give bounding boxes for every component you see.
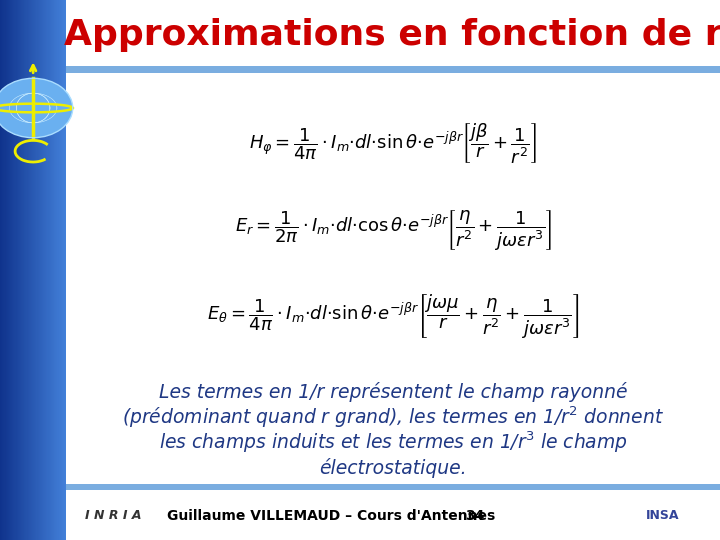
Bar <box>64 0 65 540</box>
Bar <box>0 0 1 540</box>
Bar <box>4 0 6 540</box>
Bar <box>39 0 40 540</box>
Text: Approximations en fonction de r: Approximations en fonction de r <box>64 18 720 52</box>
Bar <box>58 0 60 540</box>
Text: $H_{\varphi} = \dfrac{1}{4\pi} \cdot I_m{\cdot}dl{\cdot}\sin\theta{\cdot}e^{-j\b: $H_{\varphi} = \dfrac{1}{4\pi} \cdot I_m… <box>249 121 537 165</box>
Bar <box>20 0 21 540</box>
Bar <box>55 0 56 540</box>
Bar <box>52 0 53 540</box>
Bar <box>33 0 35 540</box>
Bar <box>66 66 720 73</box>
Bar <box>35 0 37 540</box>
Bar <box>42 0 43 540</box>
Text: Guillaume VILLEMAUD – Cours d'Antennes: Guillaume VILLEMAUD – Cours d'Antennes <box>167 509 495 523</box>
Bar <box>18 0 19 540</box>
Bar <box>29 0 30 540</box>
Bar <box>13 0 14 540</box>
Text: électrostatique.: électrostatique. <box>319 457 467 478</box>
Bar <box>63 0 64 540</box>
Bar <box>60 0 62 540</box>
Bar <box>54 0 55 540</box>
Bar <box>53 0 54 540</box>
Bar <box>27 0 29 540</box>
Bar <box>15 0 17 540</box>
Bar <box>10 0 11 540</box>
Bar <box>25 0 27 540</box>
Bar <box>17 0 18 540</box>
Bar <box>43 0 44 540</box>
Text: les champs induits et les termes en 1/r$^{3}$ le champ: les champs induits et les termes en 1/r$… <box>158 429 628 455</box>
Bar <box>41 0 42 540</box>
Bar <box>31 0 32 540</box>
Bar <box>50 0 51 540</box>
Bar <box>51 0 52 540</box>
Bar <box>2 0 4 540</box>
Text: $E_{\theta} = \dfrac{1}{4\pi} \cdot I_m{\cdot}dl{\cdot}\sin\theta{\cdot}e^{-j\be: $E_{\theta} = \dfrac{1}{4\pi} \cdot I_m{… <box>207 292 580 340</box>
Bar <box>1 0 2 540</box>
Bar <box>45 0 46 540</box>
Bar <box>12 0 13 540</box>
Bar <box>48 0 50 540</box>
Bar <box>6 0 8 540</box>
Bar <box>11 0 12 540</box>
Bar <box>24 0 25 540</box>
Circle shape <box>0 78 73 138</box>
Bar <box>9 0 10 540</box>
Text: $E_r = \dfrac{1}{2\pi} \cdot I_m{\cdot}dl{\cdot}\cos\theta{\cdot}e^{-j\beta r} \: $E_r = \dfrac{1}{2\pi} \cdot I_m{\cdot}d… <box>235 207 552 252</box>
Bar <box>66 484 720 490</box>
Bar <box>19 0 20 540</box>
Text: INSA: INSA <box>646 509 679 522</box>
Bar <box>22 0 23 540</box>
Bar <box>46 0 48 540</box>
Bar <box>30 0 31 540</box>
Bar <box>40 0 41 540</box>
Bar <box>8 0 9 540</box>
Bar <box>44 0 45 540</box>
Bar <box>37 0 39 540</box>
Text: I N R I A: I N R I A <box>85 509 141 522</box>
Bar <box>56 0 58 540</box>
Bar <box>14 0 15 540</box>
Bar <box>21 0 22 540</box>
Text: (prédominant quand r grand), les termes en 1/r$^{2}$ donnent: (prédominant quand r grand), les termes … <box>122 404 664 430</box>
Bar <box>65 0 66 540</box>
Bar <box>32 0 33 540</box>
Bar <box>23 0 24 540</box>
Bar <box>62 0 63 540</box>
Text: 34: 34 <box>466 509 485 523</box>
Text: Les termes en 1/r représentent le champ rayonné: Les termes en 1/r représentent le champ … <box>159 381 627 402</box>
